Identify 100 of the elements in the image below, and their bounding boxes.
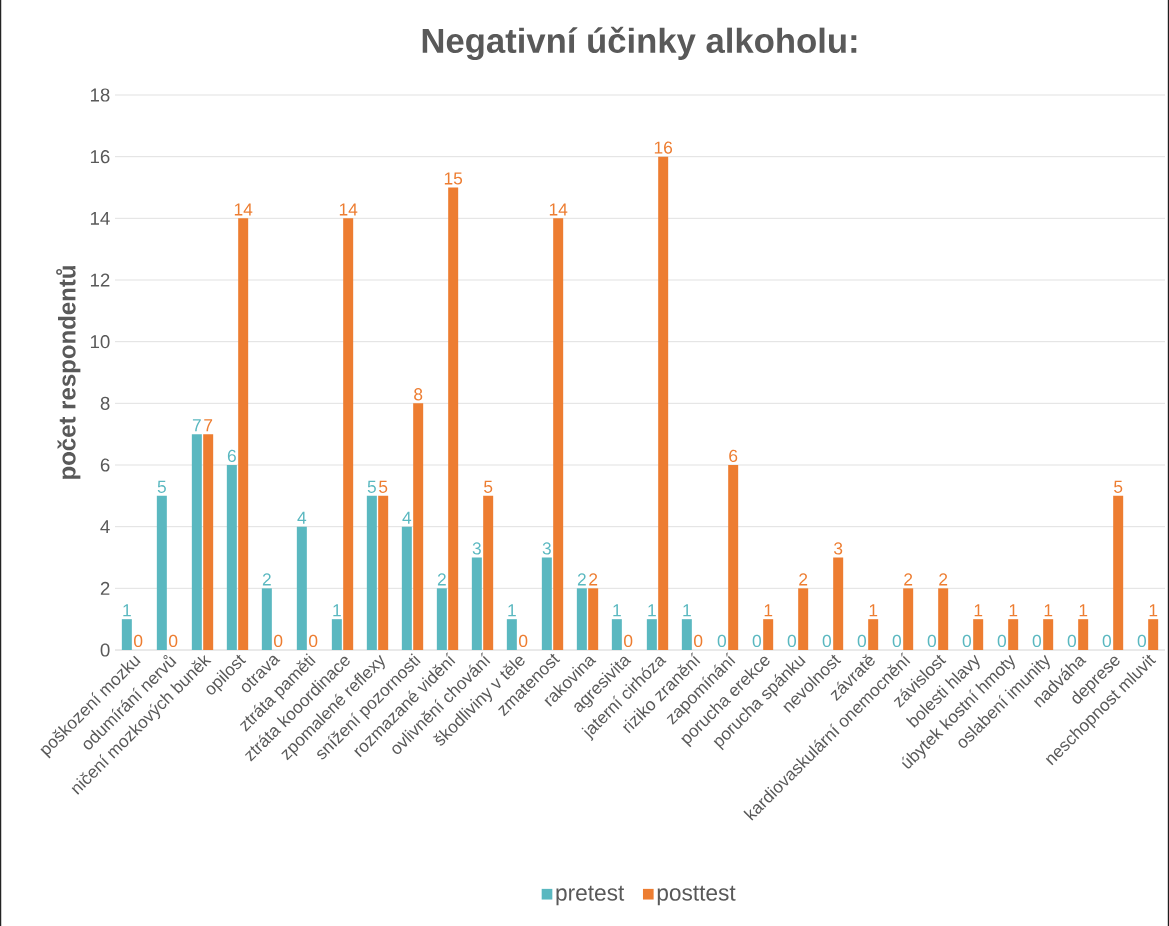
- data-label: 7: [192, 419, 201, 432]
- data-label: 5: [157, 480, 166, 493]
- data-label: 0: [927, 634, 936, 648]
- data-label: 1: [869, 604, 878, 617]
- data-label: 1: [508, 604, 516, 617]
- data-label: 2: [904, 573, 913, 586]
- data-label: 3: [834, 542, 843, 555]
- data-label: 1: [333, 604, 341, 617]
- data-label: 0: [519, 634, 528, 648]
- bar: [296, 526, 307, 650]
- bar: [658, 156, 669, 650]
- bar: [1008, 619, 1019, 650]
- bar: [191, 434, 202, 650]
- bar: [728, 465, 739, 650]
- data-label: 1: [683, 604, 691, 617]
- data-label: 6: [729, 449, 738, 463]
- bar: [343, 218, 354, 650]
- y-tick-label: 18: [90, 88, 110, 102]
- bar: [483, 495, 494, 650]
- data-label: 16: [654, 141, 673, 154]
- bar: [576, 588, 587, 650]
- data-label: 15: [444, 172, 463, 185]
- bar: [681, 619, 692, 650]
- bar: [506, 619, 517, 650]
- bar: [763, 619, 774, 650]
- y-tick-label: 10: [90, 335, 110, 349]
- data-label: 0: [1067, 634, 1076, 648]
- legend-label: posttest: [657, 885, 736, 906]
- data-label: 6: [227, 449, 236, 463]
- data-label: 1: [123, 604, 131, 617]
- bar: [833, 557, 844, 650]
- data-label: 2: [437, 573, 446, 586]
- data-label: 2: [262, 573, 271, 586]
- bar: [553, 218, 564, 650]
- chart-title: Negativní účinky alkoholu:: [422, 26, 857, 61]
- y-axis-title: počet respondentů: [56, 266, 81, 479]
- data-label: 4: [402, 511, 412, 524]
- bar: [541, 557, 552, 650]
- data-label: 14: [339, 203, 358, 216]
- data-label: 8: [414, 388, 423, 401]
- data-label: 0: [787, 634, 796, 648]
- data-label: 0: [309, 634, 318, 648]
- bar: [401, 526, 412, 650]
- bar: [436, 588, 447, 650]
- data-label: 0: [169, 634, 178, 648]
- y-tick-label: 4: [100, 520, 110, 534]
- data-label: 0: [1102, 634, 1111, 648]
- bar: [203, 434, 214, 650]
- data-label: 0: [752, 634, 761, 648]
- data-label: 5: [379, 480, 388, 493]
- bar: [156, 495, 167, 650]
- data-label: 14: [234, 203, 253, 216]
- bar: [903, 588, 914, 650]
- bar: [1043, 619, 1054, 650]
- bar: [226, 465, 237, 650]
- data-label: 0: [892, 634, 901, 648]
- y-tick-label: 16: [90, 150, 110, 164]
- y-tick-label: 14: [90, 211, 110, 225]
- bar: [121, 619, 132, 650]
- data-label: 14: [549, 203, 568, 216]
- data-label: 1: [974, 604, 983, 617]
- data-label: 0: [694, 634, 703, 648]
- bar: [868, 619, 879, 650]
- data-label: 2: [589, 573, 598, 586]
- bar: [238, 218, 249, 650]
- data-label: 5: [1114, 480, 1123, 493]
- bar: [1148, 619, 1159, 650]
- data-label: 0: [857, 634, 866, 648]
- bar: [938, 588, 949, 650]
- bar: [1078, 619, 1089, 650]
- bar: [366, 495, 377, 650]
- data-label: 3: [472, 542, 481, 555]
- data-label: 0: [134, 634, 143, 648]
- bar: [588, 588, 599, 650]
- data-label: 0: [1032, 634, 1041, 648]
- data-label: 1: [1009, 604, 1018, 617]
- data-label: 0: [1137, 634, 1146, 648]
- data-label: 7: [204, 419, 213, 432]
- bar: [646, 619, 657, 650]
- data-label: 0: [962, 634, 971, 648]
- bar: [471, 557, 482, 650]
- bar: [448, 187, 459, 650]
- data-label: 1: [613, 604, 621, 617]
- data-label: 1: [764, 604, 773, 617]
- data-label: 1: [1044, 604, 1053, 617]
- bar: [378, 495, 389, 650]
- data-label: 0: [822, 634, 831, 648]
- y-tick-label: 12: [90, 273, 110, 287]
- data-label: 0: [997, 634, 1006, 648]
- y-tick-label: 0: [100, 643, 110, 657]
- bar: [331, 619, 342, 650]
- data-label: 3: [542, 542, 551, 555]
- data-label: 5: [484, 480, 493, 493]
- bar: [261, 588, 272, 650]
- bar: [1113, 495, 1124, 650]
- bar: [973, 619, 984, 650]
- bar: [798, 588, 809, 650]
- data-label: 4: [297, 511, 307, 524]
- y-tick-label: 8: [100, 396, 110, 410]
- data-label: 5: [367, 480, 376, 493]
